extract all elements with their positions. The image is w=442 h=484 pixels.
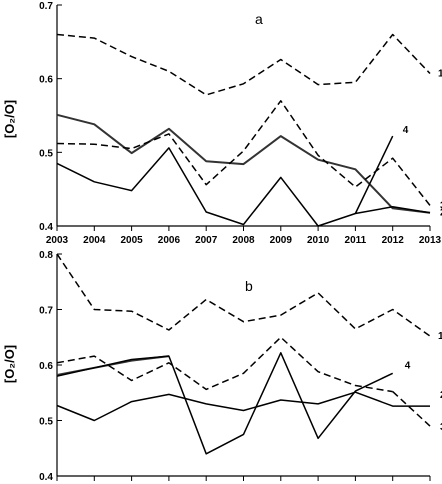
x-tick-label: 2007 xyxy=(195,235,218,246)
x-tick-label: 2011 xyxy=(345,235,367,246)
series-line-2 xyxy=(56,391,430,422)
series-label: 3 xyxy=(440,200,442,211)
panel-a: a [O₂/O] 0.4 0.5 0.6 0.7 2003 2004 2005 2006 200… xyxy=(2,1,442,246)
panel-letter-b: b xyxy=(245,278,253,294)
y-tick-label: 0.6 xyxy=(39,361,53,372)
y-tick-label: 0.6 xyxy=(39,75,53,86)
x-tick-label: 2003 xyxy=(46,235,69,246)
series-label: 2 xyxy=(440,390,442,401)
x-tick-label: 2008 xyxy=(232,235,255,246)
series-line-4 xyxy=(56,352,394,455)
panel-b: b [O₂/O] 0.4 0.5 0.6 0.7 0.8 1 3 2 4 xyxy=(2,250,442,483)
y-axis-label-a: [O₂/O] xyxy=(2,100,17,138)
series-label: 2 xyxy=(440,208,442,219)
x-tick-label: 2010 xyxy=(307,235,330,246)
y-axis-label-b: [O₂/O] xyxy=(2,345,17,383)
series-line-1 xyxy=(56,33,431,96)
series-label: 1 xyxy=(438,69,442,80)
y-tick-label: 0.8 xyxy=(39,250,53,261)
panel-letter-a: a xyxy=(255,11,263,27)
y-tick-label: 0.7 xyxy=(39,306,53,317)
y-tick-label: 0.7 xyxy=(39,1,53,12)
series-label: 3 xyxy=(440,422,442,433)
series-line-1 xyxy=(56,253,431,337)
x-tick-label: 2005 xyxy=(120,235,143,246)
series-line-4 xyxy=(354,135,394,214)
x-tick-label: 2012 xyxy=(382,235,405,246)
y-tick-label: 0.4 xyxy=(39,222,53,233)
series-line-2 xyxy=(56,147,431,227)
y-tick-label: 0.4 xyxy=(39,472,53,483)
x-tick-label: 2009 xyxy=(270,235,293,246)
x-tick-label: 2004 xyxy=(83,235,106,246)
series-line-unlabeled-2 xyxy=(56,336,393,393)
series-label: 4 xyxy=(403,125,409,136)
y-tick-label: 0.5 xyxy=(39,417,53,428)
x-tick-label: 2013 xyxy=(419,235,442,246)
series-label: 1 xyxy=(438,331,442,342)
series-label: 4 xyxy=(405,360,411,371)
series-line-3 xyxy=(392,391,431,427)
series-line-3 xyxy=(56,100,431,206)
y-tick-label: 0.5 xyxy=(39,148,53,159)
x-tick-label: 2006 xyxy=(158,235,181,246)
series-line-unlabeled-1 xyxy=(56,113,431,214)
